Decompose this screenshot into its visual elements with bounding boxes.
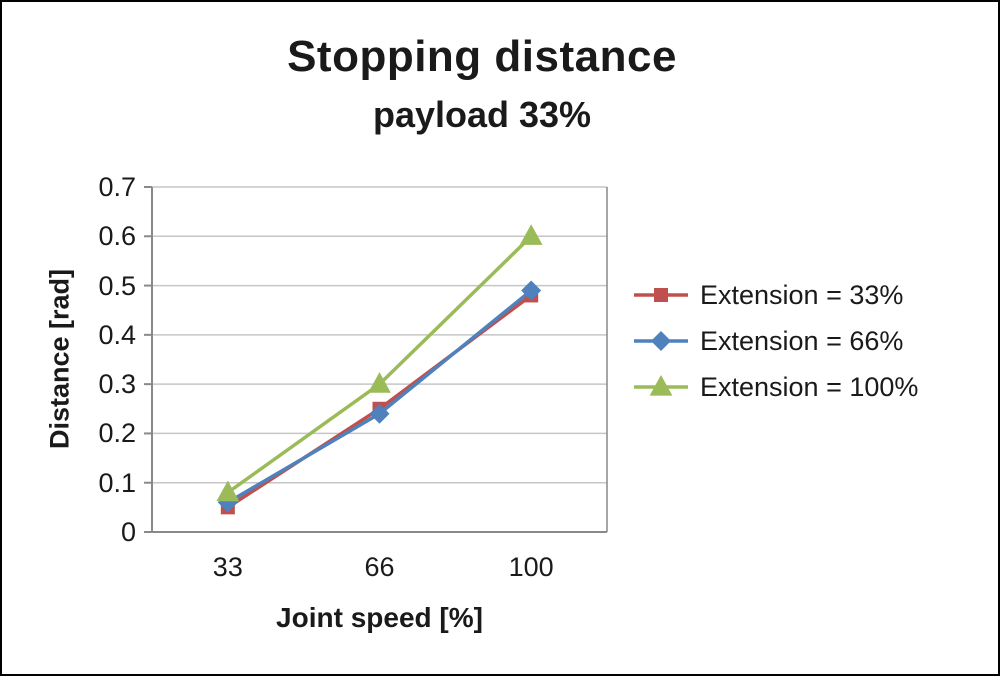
triangle-marker-icon bbox=[519, 224, 543, 245]
triangle-marker-icon bbox=[649, 375, 673, 396]
legend-marker bbox=[634, 375, 688, 396]
legend: Extension = 33% Extension = 66% Extension … bbox=[630, 278, 918, 404]
legend-label: Extension = 33% bbox=[700, 279, 904, 310]
x-tick-label: 66 bbox=[364, 552, 395, 582]
y-axis-title: Distance [rad] bbox=[44, 268, 75, 450]
y-tick-label: 0.3 bbox=[98, 369, 136, 400]
y-tick-label: 0.6 bbox=[98, 221, 136, 252]
x-tick-label: 100 bbox=[508, 552, 554, 582]
y-tick-label: 0 bbox=[120, 517, 136, 547]
legend-label: Extension = 100% bbox=[700, 371, 919, 402]
y-tick-label: 0.2 bbox=[98, 418, 136, 449]
x-axis-title: Joint speed [%] bbox=[276, 602, 483, 633]
y-tick-label: 0.1 bbox=[98, 467, 136, 498]
plot-area bbox=[144, 185, 608, 533]
diamond-marker-icon bbox=[369, 403, 390, 424]
legend-marker bbox=[634, 288, 688, 302]
y-tick-label: 0.7 bbox=[98, 172, 136, 202]
chart-title: Stopping distance bbox=[287, 32, 677, 81]
triangle-marker-icon bbox=[368, 372, 391, 393]
series-line bbox=[226, 235, 533, 494]
triangle-marker-icon bbox=[216, 480, 240, 502]
series-line bbox=[226, 289, 533, 504]
y-tick-label: 0.5 bbox=[98, 270, 136, 301]
diamond-marker-icon bbox=[521, 280, 542, 301]
legend-label: Extension = 66% bbox=[700, 325, 904, 356]
legend-marker bbox=[634, 331, 688, 351]
legend-item: Extension = 66% bbox=[630, 324, 918, 358]
y-tick-label: 0.4 bbox=[98, 319, 136, 350]
diamond-marker-icon bbox=[651, 331, 671, 351]
chart-subtitle: payload 33% bbox=[372, 94, 592, 135]
legend-item: Extension = 100% bbox=[630, 370, 918, 404]
x-tick-label: 33 bbox=[212, 552, 243, 582]
legend-item: Extension = 33% bbox=[630, 278, 918, 312]
square-marker-icon bbox=[654, 288, 668, 302]
